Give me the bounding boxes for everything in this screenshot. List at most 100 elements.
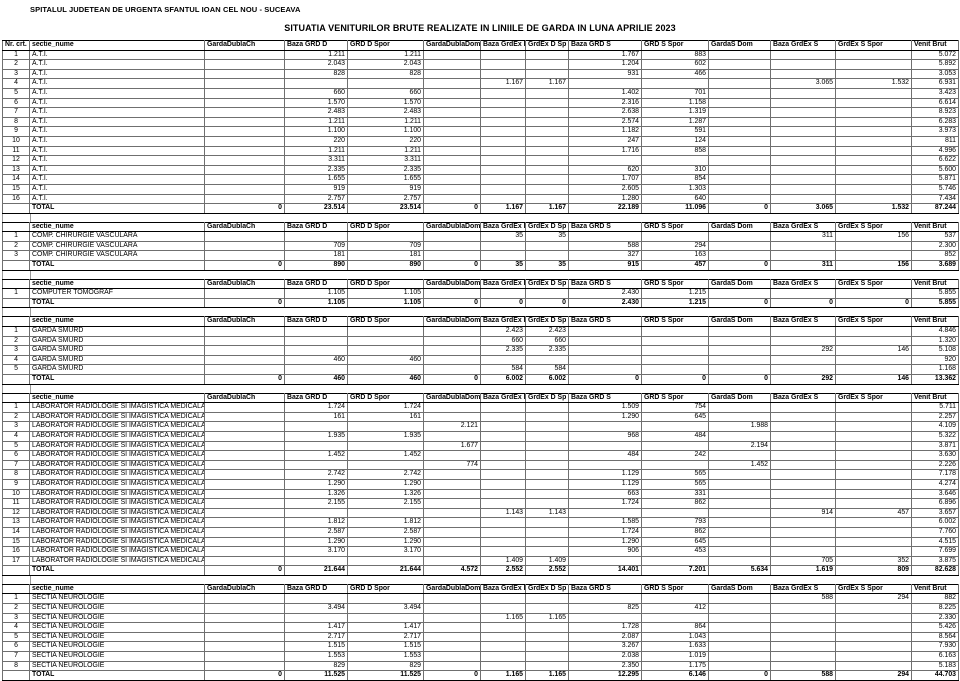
section-name-cell: LABORATOR RADIOLOGIE SI IMAGISTICA MEDIC…: [29, 526, 205, 538]
column-header: GardaS Dom: [708, 40, 771, 51]
value-cell: [708, 631, 771, 643]
value-cell: [835, 478, 912, 490]
value-cell: [204, 126, 285, 137]
value-cell: [770, 411, 836, 423]
value-cell: 5.322: [911, 430, 959, 442]
value-cell: [284, 326, 348, 337]
row-number-cell: 11: [2, 498, 30, 509]
value-cell: [204, 68, 285, 80]
value-cell: [423, 488, 481, 500]
total-value-cell: 1.105: [347, 297, 424, 309]
value-cell: [423, 78, 481, 89]
value-cell: [423, 116, 481, 128]
table-row: 9 LABORATOR RADIOLOGIE SI IMAGISTICA MEDI…: [2, 478, 959, 490]
value-cell: 2.043: [284, 59, 348, 70]
column-header: Baza GRD S: [568, 316, 642, 328]
value-cell: [423, 87, 481, 99]
row-number-cell: 17: [2, 555, 30, 567]
value-cell: 1.182: [568, 126, 642, 137]
value-cell: 914: [770, 507, 836, 519]
value-cell: 3.065: [770, 78, 836, 89]
total-value-cell: 6.146: [641, 670, 709, 681]
value-cell: [770, 164, 836, 176]
column-header-row: sectie_nume GardaDublaCh Baza GRD D GRD D S…: [2, 221, 959, 233]
value-cell: [835, 183, 912, 195]
value-cell: 705: [770, 555, 836, 567]
value-cell: 1.655: [347, 174, 424, 185]
value-cell: [641, 155, 709, 166]
value-cell: [708, 345, 771, 356]
value-cell: [480, 411, 526, 423]
value-cell: 294: [835, 593, 912, 605]
column-header: Baza GrdEx S: [770, 278, 836, 290]
column-header: sectie_nume: [29, 392, 205, 404]
table-row: 6 SECTIA NEUROLOGIE 1.515 1.515 3.267 1.633 7.…: [2, 641, 959, 653]
column-header: Baza GRD D: [284, 392, 348, 404]
table-row: 11 A.T.I. 1.211 1.211 1.716 858 4.996: [2, 145, 959, 157]
value-cell: [835, 250, 912, 262]
table-row: 2 GARDA SMURD 660 660 1.320: [2, 335, 959, 347]
value-cell: [480, 517, 526, 528]
row-number-cell: 5: [2, 631, 30, 643]
value-cell: [480, 183, 526, 195]
column-header: Baza GrdEx S: [770, 316, 836, 328]
section-name-cell: LABORATOR RADIOLOGIE SI IMAGISTICA MEDIC…: [29, 536, 205, 548]
value-cell: [284, 440, 348, 452]
value-cell: 2.483: [284, 107, 348, 118]
value-cell: 1.988: [708, 421, 771, 432]
total-value-cell: 14.401: [568, 565, 642, 576]
column-header: Baza GrdEx S: [770, 40, 836, 51]
total-label-cell: TOTAL: [29, 565, 205, 576]
value-cell: [770, 240, 836, 252]
row-number-cell: 1: [2, 231, 30, 242]
row-number-cell: 1: [2, 326, 30, 337]
value-cell: 1.211: [284, 49, 348, 61]
value-cell: [708, 526, 771, 538]
value-cell: 1.452: [347, 450, 424, 461]
value-cell: [525, 135, 569, 147]
value-cell: 4.109: [911, 421, 959, 432]
section-name-cell: SECTIA NEUROLOGIE: [29, 612, 205, 624]
value-cell: [835, 660, 912, 672]
column-header: GardaS Dom: [708, 392, 771, 404]
value-cell: [525, 546, 569, 557]
value-cell: [480, 660, 526, 672]
value-cell: 565: [641, 478, 709, 490]
value-cell: [770, 335, 836, 347]
value-cell: [568, 555, 642, 567]
value-cell: [347, 459, 424, 471]
value-cell: 825: [568, 603, 642, 614]
value-cell: [770, 651, 836, 662]
value-cell: [480, 546, 526, 557]
value-cell: [480, 402, 526, 413]
table-row: 14 LABORATOR RADIOLOGIE SI IMAGISTICA MED…: [2, 526, 959, 538]
value-cell: [423, 498, 481, 509]
value-cell: [480, 459, 526, 471]
value-cell: 2.226: [911, 459, 959, 471]
value-cell: [770, 641, 836, 653]
value-cell: [284, 459, 348, 471]
value-cell: 2.430: [568, 288, 642, 299]
row-number-cell: 1: [2, 288, 30, 299]
column-header-row: sectie_nume GardaDublaCh Baza GRD D GRD D S…: [2, 583, 959, 595]
value-cell: [423, 430, 481, 442]
value-cell: 6.931: [911, 78, 959, 89]
value-cell: 1.215: [641, 288, 709, 299]
value-cell: 1.409: [525, 555, 569, 567]
value-cell: 146: [835, 345, 912, 356]
value-cell: [480, 240, 526, 252]
value-cell: 1.303: [641, 183, 709, 195]
value-cell: 7.699: [911, 546, 959, 557]
value-cell: [423, 555, 481, 567]
column-header: Baza GRD D: [284, 40, 348, 51]
value-cell: [568, 364, 642, 375]
value-cell: 858: [641, 145, 709, 157]
value-cell: 156: [835, 231, 912, 242]
value-cell: [770, 622, 836, 633]
value-cell: [204, 612, 285, 624]
value-cell: 1.452: [284, 450, 348, 461]
total-value-cell: 21.644: [347, 565, 424, 576]
value-cell: 2.043: [347, 59, 424, 70]
total-value-cell: 82.628: [911, 565, 959, 576]
total-value-cell: 11.525: [347, 670, 424, 681]
